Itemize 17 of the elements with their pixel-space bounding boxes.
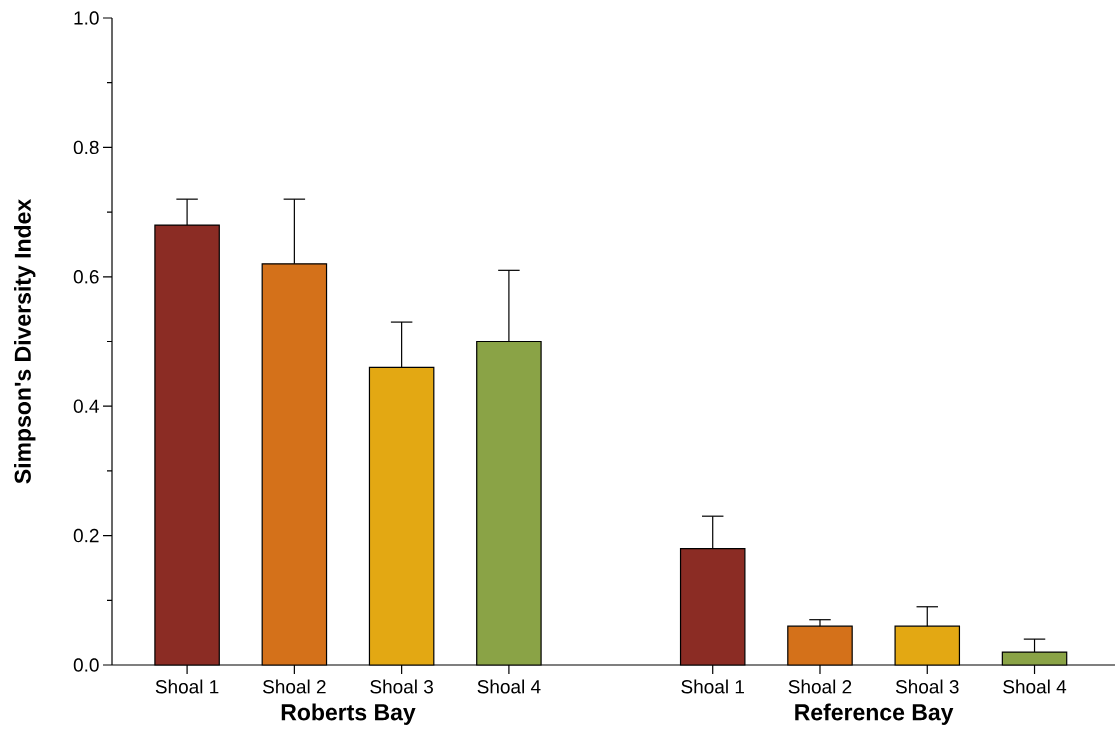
- y-tick-label: 0.2: [73, 528, 99, 543]
- x-tick-label: Shoal 2: [263, 679, 326, 694]
- y-axis-title: Simpson's Diversity Index: [14, 198, 36, 484]
- x-tick-label: Shoal 1: [155, 679, 219, 694]
- y-tick-label: 1.0: [74, 11, 99, 25]
- text: Roberts Bay: [281, 703, 416, 725]
- x-tick-label: Shoal 3: [370, 679, 433, 694]
- y-tick-label: 0.4: [73, 399, 99, 413]
- x-tick-label: Shoal 3: [895, 679, 959, 694]
- x-tick-label: Shoal 1: [681, 679, 744, 694]
- x-tick-label: Shoal 2: [788, 679, 852, 694]
- x-tick-label: Shoal 4: [1003, 679, 1067, 694]
- x-tick-label: Shoal 4: [477, 679, 541, 694]
- text: Reference Bay: [795, 703, 954, 725]
- y-tick-label: 0.6: [73, 270, 99, 284]
- y-tick-label: 0.0: [73, 658, 99, 672]
- y-tick-label: 0.8: [73, 140, 99, 155]
